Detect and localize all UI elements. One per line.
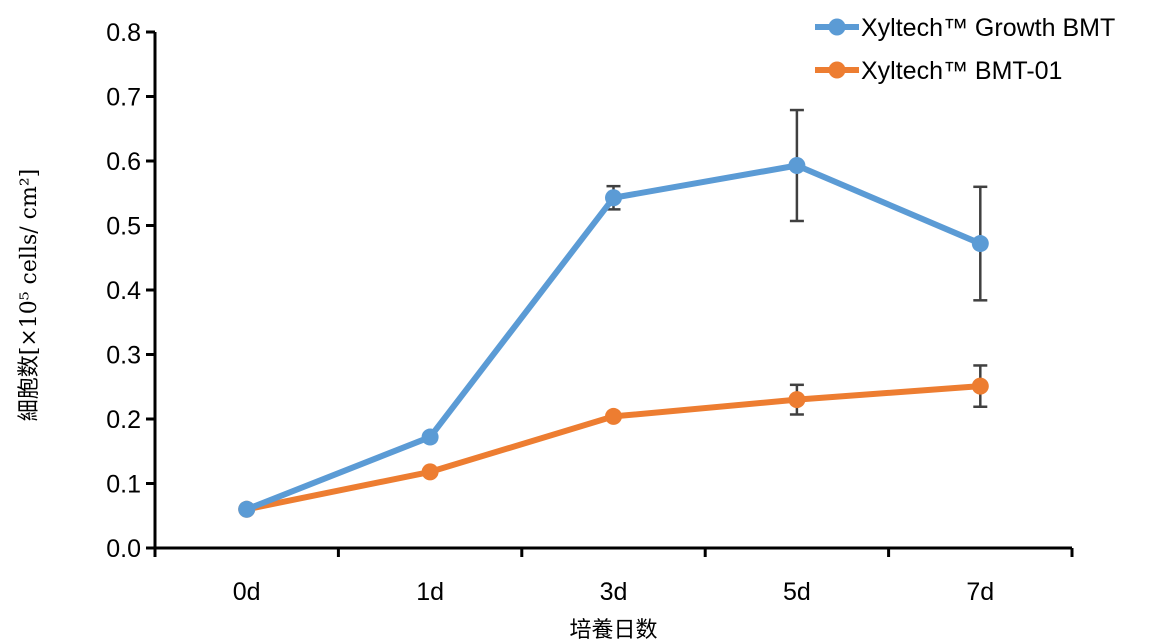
series-line (245, 162, 982, 513)
y-tick-label: 0.5 (106, 213, 141, 241)
x-axis: 0d 1d 3d 5d 7d (153, 546, 1074, 606)
y-tick-label: 0.0 (106, 535, 141, 563)
legend-item: Xyltech™ BMT-01 (815, 57, 1062, 85)
y-axis-title: 細胞数[×10⁵ cells/ cm²] (17, 169, 42, 422)
x-axis-title: 培養日数 (569, 618, 657, 643)
y-axis: 0.0 0.1 0.2 0.3 0.4 0.5 0.6 0.7 0.8 (106, 19, 157, 563)
data-point (421, 463, 439, 481)
y-tick-label: 0.3 (106, 342, 141, 370)
legend-label: Xyltech™ Growth BMT (861, 14, 1115, 42)
legend: Xyltech™ Growth BMT Xyltech™ BMT-01 (815, 14, 1115, 85)
data-point (971, 235, 989, 253)
x-tick-label: 3d (600, 578, 628, 606)
legend-label: Xyltech™ BMT-01 (861, 57, 1062, 85)
data-point (605, 189, 622, 207)
data-point (971, 377, 989, 395)
legend-marker (828, 61, 846, 79)
legend-marker (828, 18, 846, 36)
x-tick-label: 5d (783, 578, 811, 606)
x-tick-label: 1d (416, 578, 444, 606)
series-1 (238, 364, 989, 518)
y-tick-label: 0.1 (106, 471, 141, 499)
y-tick-label: 0.2 (106, 406, 141, 434)
y-tick-label: 0.7 (106, 84, 141, 112)
data-point (788, 157, 806, 175)
data-point (605, 407, 622, 425)
series-line (246, 383, 981, 513)
y-tick-label: 0.4 (106, 277, 141, 305)
data-point (238, 500, 256, 518)
legend-item: Xyltech™ Growth BMT (815, 14, 1115, 42)
x-tick-label: 0d (233, 578, 261, 606)
x-tick-label: 7d (966, 578, 994, 606)
series-layer (238, 108, 989, 518)
series-0 (238, 108, 989, 518)
data-point (788, 391, 806, 409)
y-tick-label: 0.8 (106, 19, 141, 47)
data-point (421, 428, 439, 446)
y-tick-label: 0.6 (106, 148, 141, 176)
